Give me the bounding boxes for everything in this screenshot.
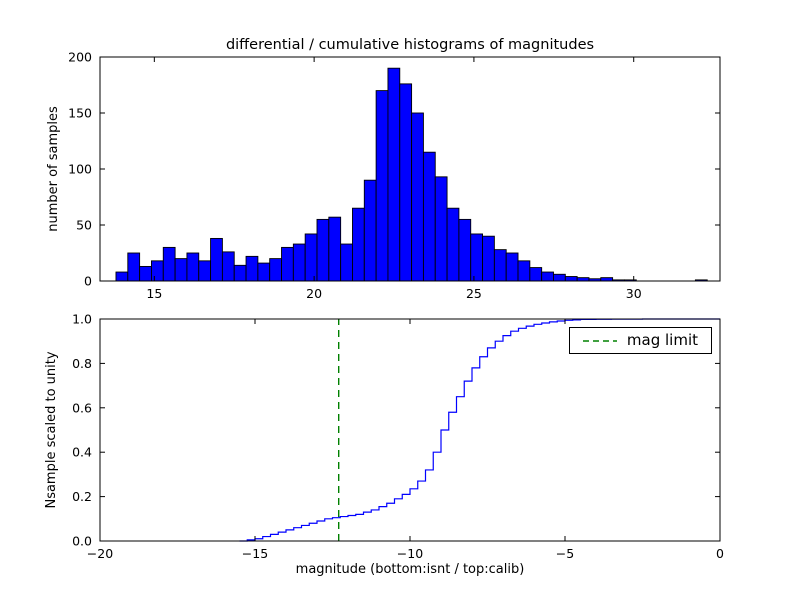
histogram-bar bbox=[541, 271, 554, 282]
histogram-bar bbox=[375, 90, 389, 282]
bottom-cumulative-axes: −20 −15 −10 −5 0 0.0 0.2 0.4 0.6 0.8 1.0 bbox=[72, 312, 724, 562]
top-y-axis-label: number of samples bbox=[46, 106, 61, 232]
legend-label: mag limit bbox=[626, 331, 698, 349]
x-tick-label: 15 bbox=[146, 286, 162, 301]
histogram-bar bbox=[139, 265, 152, 282]
y-tick-label: 0.8 bbox=[72, 356, 92, 371]
histogram-bar bbox=[233, 264, 247, 282]
y-tick-label: 0.0 bbox=[72, 534, 92, 549]
histogram-bar bbox=[399, 83, 413, 282]
x-tick-label: −20 bbox=[87, 546, 113, 561]
x-tick-label: 25 bbox=[466, 286, 482, 301]
histogram-bar bbox=[257, 262, 271, 282]
histogram-bar bbox=[340, 243, 353, 282]
histogram-bar bbox=[600, 277, 614, 282]
histogram-bar bbox=[482, 235, 495, 282]
histogram-bar bbox=[446, 207, 460, 282]
legend-dashed-line-icon bbox=[582, 339, 617, 342]
y-tick-label: 0.2 bbox=[72, 489, 92, 504]
cumulative-step-line bbox=[239, 318, 720, 542]
x-tick-label: −5 bbox=[556, 546, 574, 561]
chart-title: differential / cumulative histograms of … bbox=[226, 37, 594, 53]
y-tick-label: 100 bbox=[68, 162, 92, 177]
histogram-bar bbox=[434, 176, 448, 282]
histogram-bar bbox=[529, 267, 543, 282]
histogram-bar bbox=[517, 260, 531, 282]
histogram-bars bbox=[115, 67, 708, 282]
histogram-bar bbox=[470, 233, 483, 282]
histogram-bar bbox=[576, 277, 590, 282]
histogram-bar bbox=[328, 216, 342, 282]
histogram-bar bbox=[564, 276, 578, 282]
histogram-bar bbox=[493, 249, 507, 282]
histogram-bar bbox=[505, 252, 519, 282]
x-tick-label: −10 bbox=[397, 546, 423, 561]
y-tick-label: 200 bbox=[68, 50, 92, 65]
histogram-bar bbox=[198, 260, 212, 282]
histogram-bar bbox=[174, 258, 188, 282]
x-tick-label: 0 bbox=[716, 546, 724, 561]
histogram-bar bbox=[186, 252, 200, 282]
histogram-bar bbox=[210, 237, 223, 282]
histogram-bar bbox=[387, 67, 401, 282]
y-tick-label: 150 bbox=[68, 106, 92, 121]
bottom-x-axis-label: magnitude (bottom:isnt / top:calib) bbox=[296, 562, 525, 577]
y-tick-label: 1.0 bbox=[72, 312, 92, 327]
y-tick-label: 0.6 bbox=[72, 400, 92, 415]
top-histogram-axes: 15 20 25 30 0 50 100 150 200 bbox=[68, 50, 721, 301]
histogram-bar bbox=[221, 251, 235, 282]
histogram-bar bbox=[162, 246, 176, 282]
histogram-bar bbox=[304, 233, 318, 282]
histogram-bar bbox=[269, 258, 282, 282]
histogram-bar bbox=[363, 179, 377, 282]
histogram-bar bbox=[292, 243, 306, 282]
histogram-bar bbox=[281, 246, 294, 282]
histogram-bar bbox=[458, 218, 472, 282]
histogram-bar bbox=[411, 112, 424, 282]
x-tick-label: 30 bbox=[626, 286, 642, 301]
x-tick-label: 20 bbox=[306, 286, 322, 301]
bottom-y-axis-label: Nsample scaled to unity bbox=[44, 351, 59, 508]
histogram-bar bbox=[553, 273, 566, 282]
histogram-bar bbox=[151, 260, 164, 282]
histogram-bar bbox=[127, 252, 141, 282]
histogram-bar bbox=[352, 207, 365, 282]
y-tick-label: 0.4 bbox=[72, 445, 92, 460]
x-tick-label: −15 bbox=[242, 546, 268, 561]
histogram-bar bbox=[316, 218, 330, 282]
histogram-bar bbox=[115, 271, 129, 282]
legend: mag limit bbox=[568, 327, 712, 354]
y-tick-label: 0 bbox=[84, 274, 92, 289]
y-tick-label: 50 bbox=[76, 218, 92, 233]
histogram-bar bbox=[245, 255, 259, 282]
histogram-bar bbox=[422, 151, 436, 282]
